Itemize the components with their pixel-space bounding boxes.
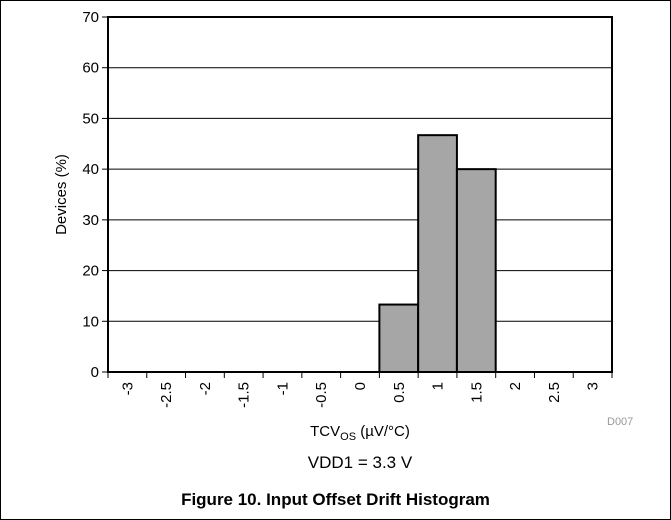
histogram-bar <box>417 134 458 373</box>
x-axis-label-unit: (µV/°C) <box>356 423 410 440</box>
x-tick-label: 0 <box>352 382 369 390</box>
x-tick-label: -3 <box>119 382 136 395</box>
x-axis-label-main: TCV <box>310 423 340 440</box>
x-axis: -3 -2.5 -2 -1.5 -1 -0.5 0 0.5 1 1.5 2 2.5 3 <box>107 372 613 408</box>
condition-label: VDD1 = 3.3 V <box>308 453 413 472</box>
x-axis-label: TCVOS (µV/°C) <box>310 423 410 443</box>
x-tick-label: -2 <box>197 382 214 395</box>
y-tick-label: 60 <box>82 60 99 77</box>
histogram-bar <box>378 303 420 373</box>
y-tick-label: 10 <box>82 313 99 330</box>
x-tick-label: 1 <box>430 382 447 390</box>
y-tick-label: 0 <box>91 364 99 381</box>
histogram-bar <box>455 168 497 373</box>
x-tick-label: 1.5 <box>468 382 485 403</box>
histogram-chart: 0 10 20 30 40 50 60 70 -3 -2.5 -2 -1.5 -1 -0.5 0 0.5 1 1… <box>53 9 613 472</box>
y-tick-label: 30 <box>82 212 99 229</box>
x-axis-label-subscript: OS <box>340 431 356 443</box>
figure-caption: Figure 10. Input Offset Drift Histogram <box>181 490 490 509</box>
gridlines <box>108 67 612 322</box>
figure-tag: D007 <box>607 416 634 428</box>
x-tick-label: -1 <box>274 382 291 395</box>
x-tick-label: 3 <box>585 382 602 390</box>
y-tick-label: 50 <box>82 110 99 127</box>
y-tick-label: 40 <box>82 161 99 178</box>
x-tick-label: 2 <box>507 382 524 390</box>
x-tick-label: -2.5 <box>158 382 175 408</box>
x-tick-label: -0.5 <box>313 382 330 408</box>
bars <box>378 134 497 373</box>
y-tick-label: 20 <box>82 263 99 280</box>
y-tick-label: 70 <box>82 9 99 26</box>
y-axis-label: Devices (%) <box>53 154 70 235</box>
x-tick-label: -1.5 <box>236 382 253 408</box>
y-axis: 0 10 20 30 40 50 60 70 <box>82 9 108 381</box>
x-tick-label: 2.5 <box>546 382 563 403</box>
plot-area <box>107 16 613 373</box>
x-tick-label: 0.5 <box>391 382 408 403</box>
